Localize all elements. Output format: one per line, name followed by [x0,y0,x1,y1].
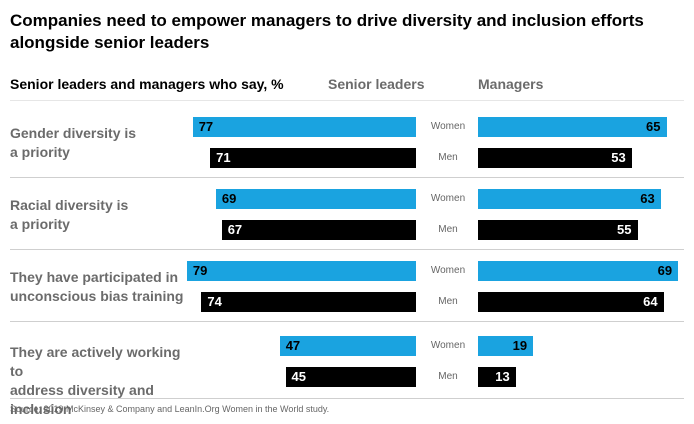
data-label: 45 [291,369,306,384]
gender-label-men: Men [438,296,458,307]
row-divider [10,249,684,250]
row-label-line: a priority [10,216,70,232]
chart-subtitle: Senior leaders and managers who say, % [10,76,284,92]
data-label: 19 [512,338,528,353]
chart-title: Companies need to empower managers to dr… [10,11,644,52]
row-label-line: address diversity and inclusion [10,382,154,417]
bar-senior-women-1: 69 [215,189,416,209]
data-label: 71 [216,150,231,165]
row-label-line: a priority [10,144,70,160]
bar-manager-men-0: 53 [478,148,632,168]
bar-manager-women-3: 19 [478,336,534,356]
row-divider [10,321,684,322]
row-label-line: They have participated in [10,269,179,285]
row-label-1: Racial diversity is a priority [10,196,185,234]
data-label: 69 [221,191,237,206]
data-label: 74 [207,294,222,309]
row-label-line: They are actively working to [10,344,181,379]
bar-manager-men-1: 55 [478,220,638,240]
data-label: 65 [646,119,661,134]
bar-manager-men-2: 64 [478,292,664,312]
source-note: Source: 2019 McKinsey & Company and Lean… [10,404,330,414]
bar-senior-women-2: 79 [186,261,416,281]
data-label: 63 [640,191,655,206]
data-label: 69 [657,263,673,278]
senior-leaders-header: Senior leaders [328,76,425,92]
bar-manager-men-3: 13 [478,367,516,387]
gender-label-women: Women [430,340,466,351]
row-label-line: Racial diversity is [10,197,129,213]
row-label-2: They have participated in unconscious bia… [10,268,185,306]
bar-senior-women-0: 77 [192,117,416,137]
bar-manager-women-0: 65 [478,117,667,137]
bar-senior-women-3: 47 [279,336,416,356]
gender-label-women: Women [430,121,466,132]
data-label: 47 [285,338,301,353]
bar-senior-men-2: 74 [201,292,416,312]
gender-label-women: Women [430,193,466,204]
row-divider [10,398,684,399]
gender-label-men: Men [438,371,458,382]
data-label: 79 [192,263,208,278]
managers-header: Managers [478,76,544,92]
row-label-line: unconscious bias training [10,288,184,304]
bar-senior-men-3: 45 [285,367,416,387]
bar-manager-women-1: 63 [478,189,661,209]
gender-label-women: Women [430,265,466,276]
data-label: 64 [643,294,658,309]
data-label: 55 [617,222,632,237]
row-divider [10,177,684,178]
gender-label-men: Men [438,224,458,235]
data-label: 77 [198,119,214,134]
data-label: 13 [495,369,510,384]
row-label-3: They are actively working to address dive… [10,343,185,419]
row-label-0: Gender diversity is a priority [10,124,185,162]
row-label-line: Gender diversity is [10,125,137,141]
gender-label-men: Men [438,152,458,163]
bar-senior-men-1: 67 [221,220,416,240]
header-divider [10,100,684,101]
data-label: 53 [611,150,626,165]
data-label: 67 [227,222,243,237]
bar-senior-men-0: 71 [210,148,416,168]
bar-manager-women-2: 69 [478,261,679,281]
